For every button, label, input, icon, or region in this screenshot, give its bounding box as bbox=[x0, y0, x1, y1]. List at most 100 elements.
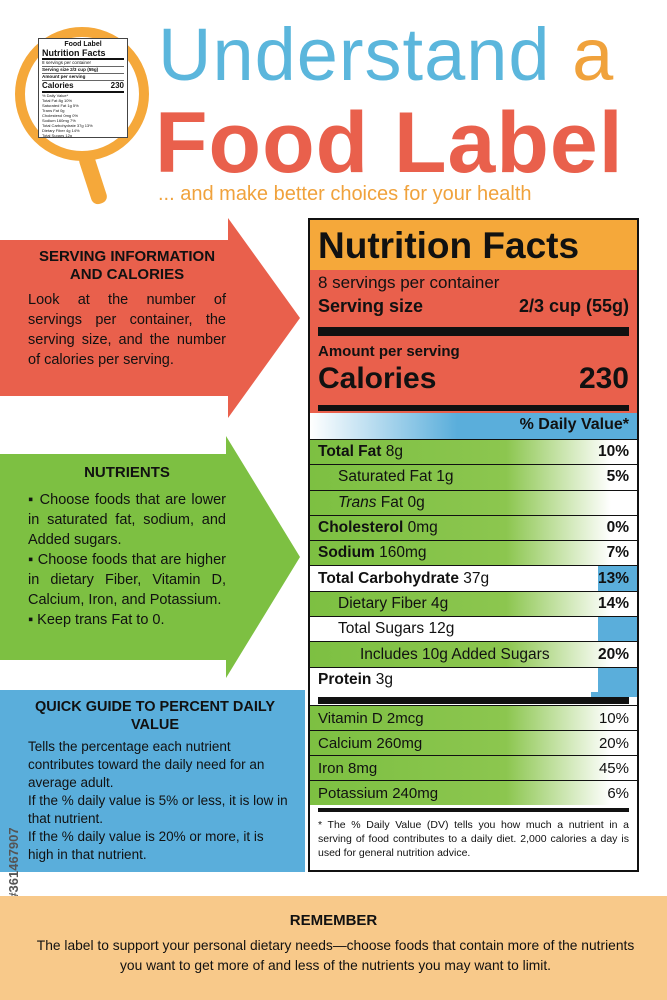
guide-heading: QUICK GUIDE TO PERCENT DAILY VALUE bbox=[34, 699, 276, 733]
nf-nutrient-amount: Total Sugars 12g bbox=[338, 620, 455, 638]
nf-vitamin-label: Calcium 260mg bbox=[318, 734, 423, 752]
nf-servings-per-container: 8 servings per container bbox=[318, 273, 500, 292]
nf-nutrient-percent: 0% bbox=[606, 519, 629, 537]
nf-serving-section: 8 servings per container Serving size 2/… bbox=[310, 270, 637, 325]
mini-label-heading: Nutrition Facts bbox=[42, 48, 124, 60]
nf-nutrient-name: Protein bbox=[318, 670, 372, 688]
magnifier-graphic bbox=[15, 27, 149, 205]
nf-vitamin-percent: 6% bbox=[607, 784, 629, 802]
nf-amount-per-serving: Amount per serving bbox=[318, 343, 460, 360]
nf-title: Nutrition Facts bbox=[318, 225, 580, 266]
guide-paragraph: If the % daily value is 5% or less, it i… bbox=[28, 793, 288, 826]
nutrition-facts-panel: Nutrition Facts 8 servings per container… bbox=[308, 218, 639, 872]
nf-nutrient-percent: 10% bbox=[597, 443, 629, 461]
nf-header: Nutrition Facts bbox=[310, 220, 637, 270]
nf-nutrient-amount: Dietary Fiber 4g bbox=[338, 594, 449, 612]
nf-nutrient-amount: 37g bbox=[458, 569, 490, 587]
nf-nutrient-row: Total Carbohydrate 37g 13% bbox=[310, 565, 637, 591]
mini-label-row: Saturated Fat 1g 5% bbox=[42, 103, 79, 108]
nf-calories: Calories 230 bbox=[318, 361, 629, 397]
mini-label-servings: 8 servings per container bbox=[42, 60, 124, 67]
mini-label-row: Cholesterol 0mg 0% bbox=[42, 113, 79, 118]
nutrients-arrow: NUTRIENTS ▪ Choose foods that are lower … bbox=[0, 436, 305, 678]
nf-vitamin-row: Iron 8mg 45% bbox=[310, 755, 637, 780]
nutrients-arrow-shape bbox=[0, 436, 300, 678]
nf-thick-divider bbox=[318, 697, 629, 704]
nutrients-bullet: ▪ Keep trans Fat to 0. bbox=[28, 612, 165, 628]
nf-nutrient-amount: 3g bbox=[371, 670, 393, 688]
nf-nutrient-label: Total Sugars 12g bbox=[338, 620, 454, 638]
mini-label-row: Sodium 160mg 7% bbox=[42, 118, 76, 123]
mini-nutrition-label: Food Label Nutrition Facts 8 servings pe… bbox=[38, 38, 128, 138]
mini-label-row: Dietary Fiber 4g 14% bbox=[42, 128, 80, 133]
nf-nutrient-rows: Total Fat 8g 10% Saturated Fat 1g 5% Trans F… bbox=[310, 439, 637, 692]
nf-nutrient-name: Total Carbohydrate bbox=[318, 569, 459, 587]
remember-box: REMEMBER The label to support your perso… bbox=[0, 896, 667, 1000]
mini-label-title: Food Label bbox=[64, 41, 102, 48]
page-title-line1: Understand a bbox=[158, 10, 614, 100]
serving-info-body: Look at the number of servings per conta… bbox=[28, 292, 226, 368]
nf-nutrient-percent: 13% bbox=[597, 569, 629, 587]
nf-vitamin-row: Potassium 240mg 6% bbox=[310, 780, 637, 805]
mini-label-calories: Calories 230 bbox=[42, 81, 124, 93]
mini-label-row: Total Carbohydrate 37g 13% bbox=[42, 123, 93, 128]
nf-nutrient-percent: 14% bbox=[597, 594, 629, 612]
nf-nutrient-amount: 160mg bbox=[374, 544, 427, 562]
nf-nutrient-italic: Trans bbox=[338, 493, 377, 511]
mini-label-amount: Amount per serving bbox=[42, 74, 124, 81]
mini-label-serving-size: Serving size 2/3 cup (55g) bbox=[42, 67, 124, 74]
nf-nutrient-row: Sodium 160mg 7% bbox=[310, 540, 637, 566]
nf-nutrient-row: Saturated Fat 1g 5% bbox=[310, 464, 637, 490]
nf-vitamin-rows: Vitamin D 2mcg 10% Calcium 260mg 20% Iron 8m… bbox=[310, 705, 637, 805]
serving-info-arrow: SERVING INFORMATION AND CALORIES Look at… bbox=[0, 218, 305, 418]
nutrients-bullet: ▪ Choose foods that are higher in dietar… bbox=[28, 552, 226, 608]
page-subtitle: ... and make better choices for your hea… bbox=[158, 183, 532, 205]
nf-nutrient-percent: 5% bbox=[606, 468, 629, 486]
mini-label-calories-label: Calories bbox=[42, 81, 74, 90]
nf-nutrient-name: Sodium bbox=[318, 544, 375, 562]
remember-body: The label to support your personal dieta… bbox=[36, 938, 635, 973]
nf-serving-size: Serving size 2/3 cup (55g) bbox=[318, 296, 629, 317]
nutrients-text: NUTRIENTS ▪ Choose foods that are lower … bbox=[28, 464, 226, 630]
mini-label-row: Trans Fat 0g bbox=[42, 108, 65, 113]
nf-nutrient-percent: 7% bbox=[606, 544, 629, 562]
nf-vitamin-row: Vitamin D 2mcg 10% bbox=[310, 705, 637, 730]
mini-label-row: % Daily Value* bbox=[42, 93, 69, 98]
nf-vitamin-percent: 20% bbox=[598, 734, 629, 752]
mini-label-row: Total Sugars 12g bbox=[42, 133, 73, 138]
guide-paragraph: Tells the percentage each nutrient contr… bbox=[28, 739, 265, 790]
nf-daily-value-label: % Daily Value* bbox=[519, 416, 629, 433]
nf-nutrient-label: Saturated Fat 1g bbox=[338, 468, 453, 486]
serving-info-text: SERVING INFORMATION AND CALORIES Look at… bbox=[28, 248, 226, 370]
nf-nutrient-row: Total Sugars 12g bbox=[310, 616, 637, 642]
nf-thin-divider bbox=[318, 808, 629, 812]
nf-nutrient-row: Cholesterol 0mg 0% bbox=[310, 514, 637, 541]
nf-nutrient-label: Total Carbohydrate 37g bbox=[318, 570, 489, 588]
nf-vitamin-label: Vitamin D 2mcg bbox=[318, 709, 424, 727]
mini-label-calories-value: 230 bbox=[110, 81, 124, 90]
nf-vitamin-label: Potassium 240mg bbox=[318, 784, 439, 802]
nf-nutrient-label: Sodium 160mg bbox=[318, 544, 427, 562]
nf-thick-divider bbox=[318, 327, 629, 336]
nf-nutrient-row: Trans Fat 0g bbox=[310, 489, 637, 515]
nf-nutrient-amount: 8g bbox=[381, 443, 403, 461]
nf-nutrient-amount: Saturated Fat 1g bbox=[338, 468, 454, 486]
mini-label-rows: % Daily Value* Total Fat 8g 10% Saturated … bbox=[42, 93, 124, 138]
nf-vitamin-percent: 10% bbox=[598, 709, 629, 727]
nf-nutrient-row: Dietary Fiber 4g 14% bbox=[310, 590, 637, 617]
nf-nutrient-label: Cholesterol 0mg bbox=[318, 519, 438, 537]
nf-nutrient-label: Includes 10g Added Sugars bbox=[360, 646, 550, 664]
nf-vitamin-row: Calcium 260mg 20% bbox=[310, 730, 637, 755]
serving-arrow-shape bbox=[0, 218, 300, 418]
nf-medium-divider bbox=[318, 405, 629, 411]
guide-body: Tells the percentage each nutrient contr… bbox=[28, 738, 290, 864]
nf-nutrient-amount: Fat 0g bbox=[376, 493, 425, 511]
nutrients-bullet: ▪ Choose foods that are lower in saturat… bbox=[28, 492, 226, 548]
nf-nutrient-name: Total Fat bbox=[318, 443, 382, 461]
nf-serving-size-label: Serving size bbox=[318, 296, 424, 316]
nf-nutrient-label: Trans Fat 0g bbox=[338, 494, 425, 512]
nf-calories-section: Amount per serving Calories 230 bbox=[310, 325, 637, 413]
guide-paragraph: If the % daily value is 20% or more, it … bbox=[28, 829, 264, 862]
nf-calories-value: 230 bbox=[578, 362, 629, 395]
magnifying-glass-icon: Food Label Nutrition Facts 8 servings pe… bbox=[14, 22, 164, 212]
